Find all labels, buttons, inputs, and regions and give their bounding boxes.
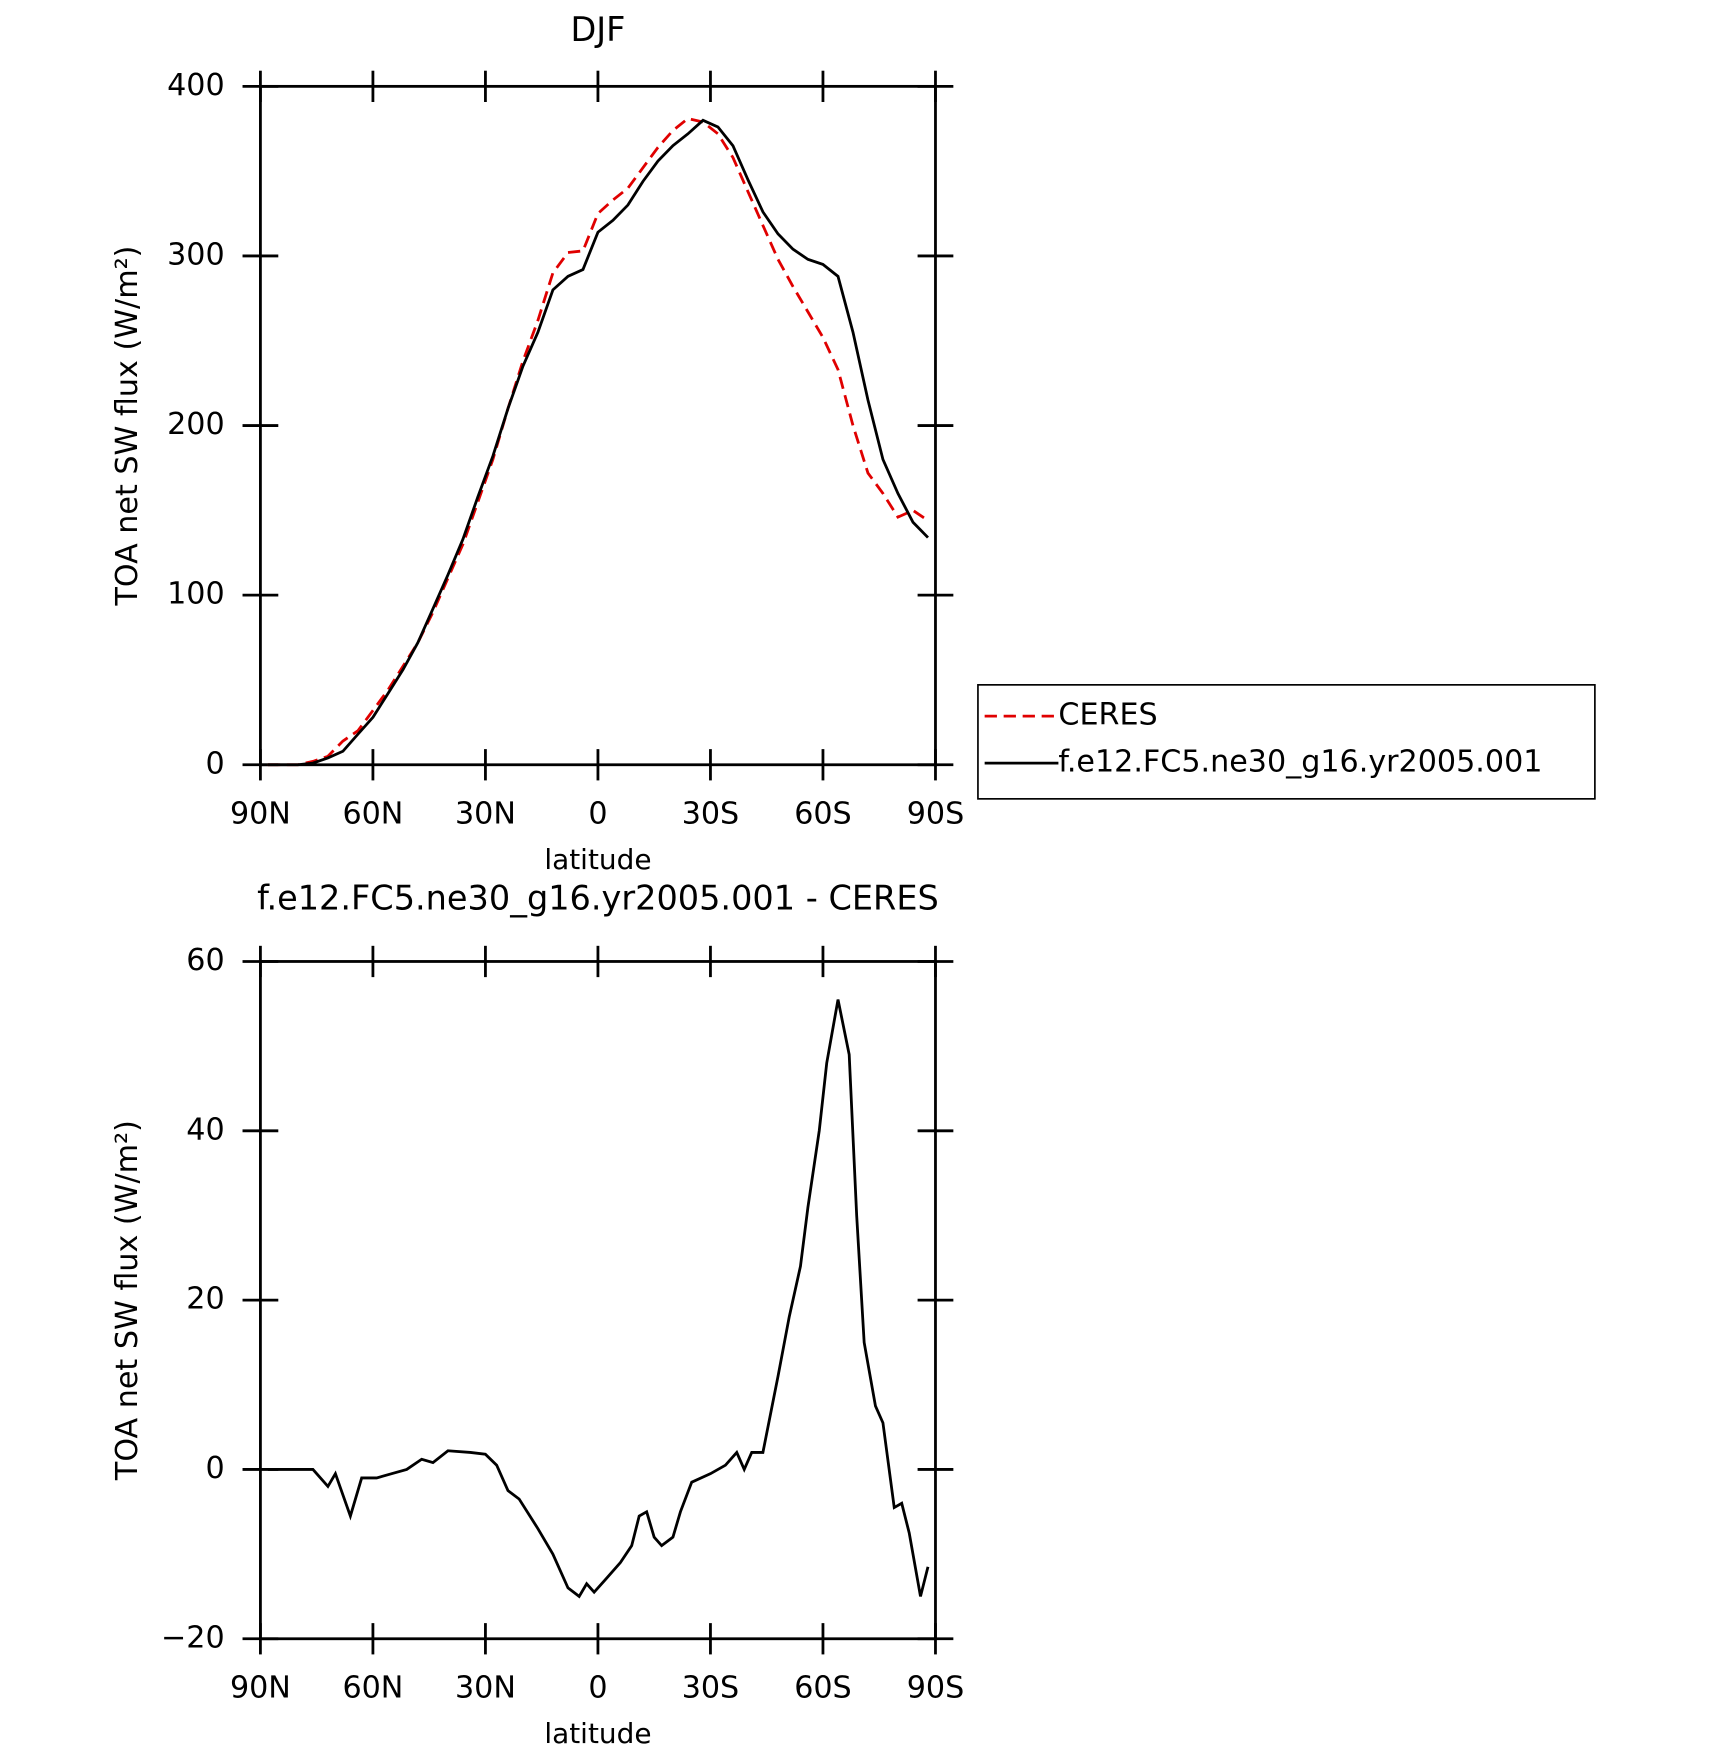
plot-frame xyxy=(259,960,937,1641)
x-tick-label: 30S xyxy=(682,1671,740,1706)
x-tick-label: 30S xyxy=(682,797,740,832)
chart-title: f.e12.FC5.ne30_g16.yr2005.001 - CERES xyxy=(257,878,939,917)
x-tick-label: 60S xyxy=(794,797,852,832)
x-tick-label: 90N xyxy=(230,1671,291,1706)
x-axis-label: latitude xyxy=(544,843,651,876)
data-line xyxy=(267,117,929,767)
y-tick-label: 40 xyxy=(186,1112,224,1147)
chart-title: DJF xyxy=(570,10,625,49)
data-line xyxy=(267,999,930,1599)
y-axis-label: TOA net SW flux (W/m²) xyxy=(110,1120,145,1481)
x-tick-label: 60S xyxy=(794,1671,852,1706)
y-tick-label: 60 xyxy=(186,943,224,978)
data-line xyxy=(267,118,929,767)
y-tick-label: 20 xyxy=(186,1282,224,1317)
legend-label: CERES xyxy=(1058,698,1157,733)
x-tick-label: 30N xyxy=(455,1671,516,1706)
y-tick-label: 0 xyxy=(205,1451,224,1486)
x-tick-label: 60N xyxy=(342,1671,403,1706)
y-tick-label: 100 xyxy=(167,577,225,612)
legend-label: f.e12.FC5.ne30_g16.yr2005.001 xyxy=(1058,745,1542,780)
y-tick-label: 400 xyxy=(167,68,225,103)
y-tick-label: 300 xyxy=(167,237,225,272)
x-tick-label: 30N xyxy=(455,797,516,832)
x-tick-label: 0 xyxy=(588,1671,607,1706)
x-tick-label: 90S xyxy=(907,797,965,832)
x-axis-label: latitude xyxy=(544,1717,651,1750)
legend-box xyxy=(977,684,1596,800)
x-tick-label: 0 xyxy=(588,797,607,832)
x-tick-label: 60N xyxy=(342,797,403,832)
x-tick-label: 90S xyxy=(907,1671,965,1706)
y-tick-label: 0 xyxy=(205,746,224,781)
y-axis-label: TOA net SW flux (W/m²) xyxy=(110,246,145,607)
x-tick-label: 90N xyxy=(230,797,291,832)
y-tick-label: −20 xyxy=(161,1620,225,1655)
y-tick-label: 200 xyxy=(167,407,225,442)
plot-frame xyxy=(259,84,937,767)
